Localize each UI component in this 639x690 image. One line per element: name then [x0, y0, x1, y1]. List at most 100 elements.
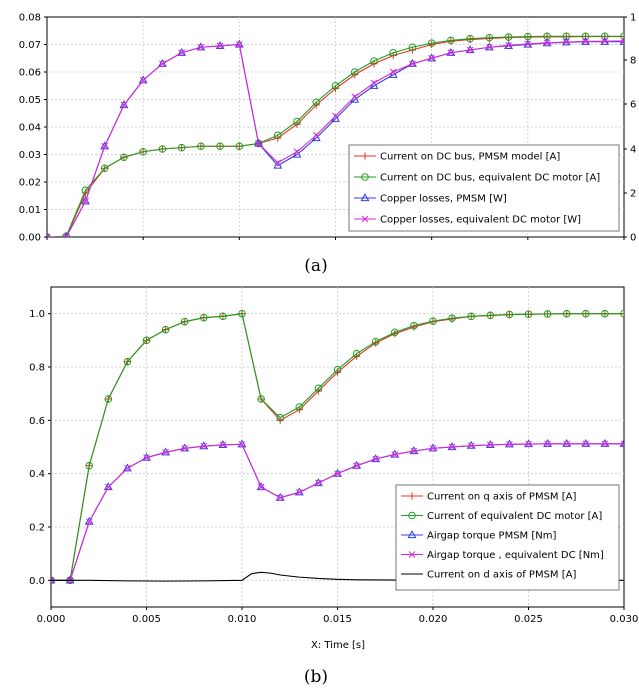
legend-label: Current of equivalent DC motor [A]: [427, 511, 602, 522]
series-1-point: [85, 461, 93, 470]
series-3-point: [370, 79, 378, 87]
legend-label: Current on DC bus, PMSM model [A]: [380, 152, 560, 163]
series-1-point: [350, 68, 359, 76]
series-3-point: [295, 488, 303, 496]
x-tick-label: 0.010: [228, 614, 257, 625]
series-2-point: [51, 575, 56, 584]
series-2-point: [254, 138, 264, 147]
series-1-point: [543, 310, 552, 318]
legend-label: Current on q axis of PMSM [A]: [427, 492, 576, 503]
series-3-point: [47, 233, 51, 237]
legend-marker: [361, 215, 369, 223]
series-1-point: [120, 153, 128, 162]
series-2-point: [485, 440, 495, 448]
series-1-point: [352, 349, 361, 358]
series-3-point: [543, 39, 551, 47]
series-3-point: [620, 37, 624, 45]
legend-label: Copper losses, equivalent DC motor [W]: [380, 215, 581, 226]
series-3-point: [143, 454, 150, 462]
series-line-1: [51, 313, 624, 581]
series-1-point: [600, 32, 609, 41]
series-3-point: [62, 233, 70, 237]
series-3-point: [255, 140, 262, 147]
legend-marker: [360, 193, 370, 202]
series-3-point: [238, 440, 246, 448]
legend-box: [395, 484, 620, 591]
series-1-point: [123, 357, 132, 366]
series-1-point: [410, 321, 418, 330]
series-3-point: [410, 447, 418, 455]
series-1-point: [276, 413, 285, 422]
series-1-point: [620, 309, 624, 318]
series-3-point: [257, 483, 265, 491]
series-line-4: [51, 571, 624, 582]
series-2-point: [619, 438, 624, 447]
series-1-point: [427, 39, 436, 47]
series-3-point: [351, 93, 359, 101]
series-3-point: [506, 440, 513, 448]
y2-tick-label: 1: [630, 13, 636, 24]
series-1-point: [180, 317, 189, 326]
series-2-point: [581, 438, 591, 447]
series-1-point: [200, 313, 208, 322]
series-1-point: [505, 310, 514, 319]
y-tick-label: 0.8: [29, 363, 45, 374]
series-1-point: [257, 395, 265, 403]
series-3-point: [219, 441, 227, 449]
chart-b: 0.0 0.2 0.4 0.6 0.8 1.0 0.000 0.005 0.010 0.015 0.…: [29, 286, 639, 625]
series-3-point: [429, 444, 437, 452]
legend-label: Airgap torque PMSM [Nm]: [427, 531, 556, 542]
legend-label: Copper losses, PMSM [W]: [380, 194, 507, 205]
series-2-point: [562, 438, 572, 447]
legend-box: [348, 144, 620, 232]
y-tick-label: 0.00: [19, 233, 41, 244]
series-3-point: [428, 54, 436, 62]
series-2-point: [81, 196, 90, 205]
series-1-point: [370, 57, 378, 65]
series-group: [51, 309, 624, 585]
series-1-point: [429, 317, 437, 325]
y-tick-label: 0.06: [19, 68, 41, 79]
series-1-point: [161, 325, 170, 334]
series-1-point: [504, 33, 513, 41]
y-tick-label: 0.6: [29, 416, 45, 427]
y-tick-label: 0.07: [19, 40, 41, 51]
y2-tick-label: 8: [630, 56, 636, 67]
series-1-point: [485, 33, 494, 42]
legend-marker: [361, 152, 369, 160]
series-3-point: [620, 440, 624, 448]
series-2-point: [84, 516, 94, 525]
series-1-point: [314, 384, 323, 393]
x-tick-label: 0.030: [610, 614, 639, 625]
series-2-point: [119, 100, 129, 109]
series-3-point: [467, 442, 475, 450]
series-1-point: [142, 336, 151, 345]
series-1-point: [295, 403, 304, 411]
y2-tick-label: 6: [630, 100, 636, 111]
series-1-point: [312, 98, 321, 107]
series-1-point: [389, 48, 398, 57]
series-1-point: [274, 131, 282, 140]
series-1-point: [219, 312, 227, 321]
series-1-point: [486, 311, 495, 320]
y-tick-label: 0.4: [29, 469, 45, 480]
series-1-point: [100, 164, 109, 173]
x-axis-label-b: X: Time [s]: [311, 640, 365, 651]
series-3-point: [274, 159, 282, 167]
series-1-point: [293, 117, 301, 126]
series-1-point: [620, 32, 624, 41]
y-tick-label: 0.04: [19, 123, 41, 134]
series-1-point: [582, 309, 590, 318]
series-1-point: [408, 43, 417, 52]
legend-label: Current on DC bus, equivalent DC motor […: [380, 173, 600, 184]
series-3-point: [332, 112, 339, 120]
y-tick-label: 1.0: [29, 309, 45, 320]
series-3-point: [582, 440, 590, 448]
series-line-1: [47, 35, 624, 237]
series-1-point: [216, 142, 224, 151]
series-3-point: [235, 41, 243, 48]
y-tick-label: 0.0: [29, 576, 45, 587]
series-3-point: [178, 49, 185, 57]
series-2-point: [524, 439, 533, 448]
